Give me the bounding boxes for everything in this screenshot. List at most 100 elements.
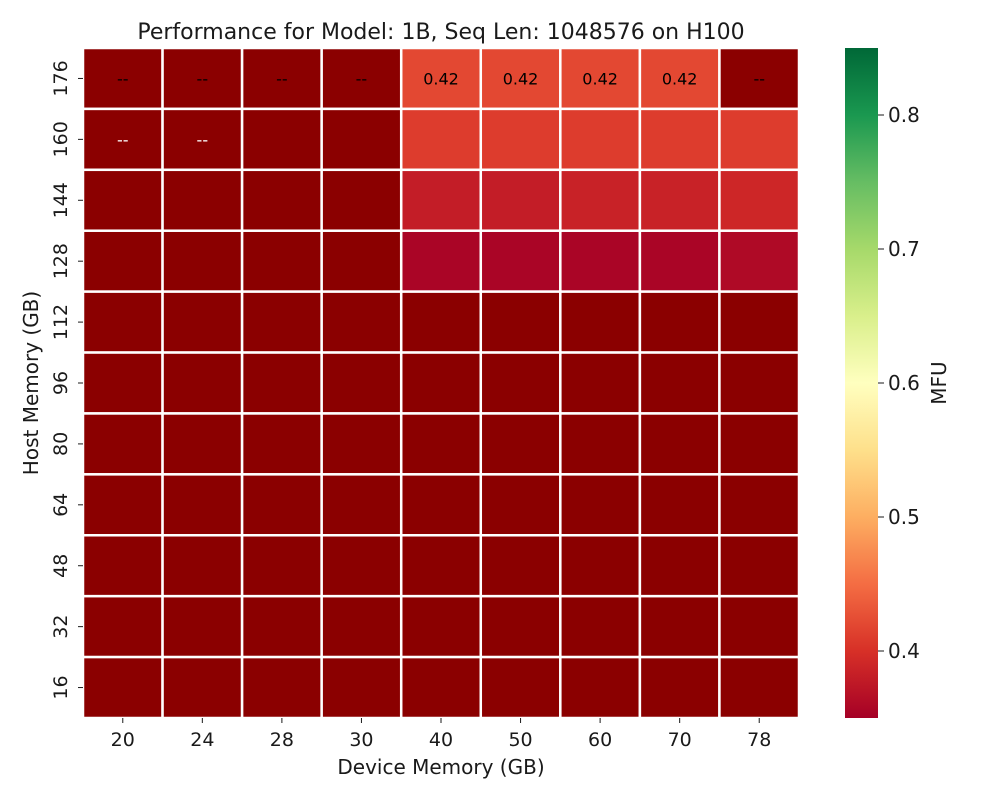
- y-tick-label: 176: [50, 60, 72, 96]
- heatmap-cell: [399, 594, 483, 659]
- heatmap-cell: [161, 290, 244, 354]
- x-axis-ticks: 20 24 28 30 40 50 60 70 78: [111, 718, 771, 751]
- heatmap-cell: [399, 534, 483, 598]
- colorbar-tick-label: 0.4: [888, 639, 920, 663]
- heatmap-cell: [718, 290, 801, 354]
- heatmap-cell: [320, 290, 403, 354]
- heatmap-cell: [320, 473, 403, 537]
- heatmap-cell: [718, 412, 801, 476]
- heatmap-cell: [638, 107, 721, 172]
- colorbar-tick-label: 0.5: [888, 505, 920, 529]
- heatmap-cell: [81, 534, 164, 598]
- heatmap-cell: [320, 107, 403, 172]
- heatmap-cell: [718, 534, 801, 598]
- heatmap-cell: [479, 168, 562, 232]
- heatmap-cell: [161, 229, 244, 293]
- heatmap-cell: [240, 229, 323, 293]
- heatmap-cell: [399, 290, 483, 354]
- heatmap-cell: [240, 473, 323, 537]
- x-tick-label: 70: [668, 729, 692, 751]
- heatmap-cell: [718, 229, 801, 293]
- heatmap-cell: [479, 290, 562, 354]
- cell-value-label: --: [276, 69, 288, 88]
- heatmap-cell: [718, 351, 801, 415]
- heatmap-cell: [399, 229, 483, 293]
- heatmap-cell-labels: -- -- -- -- 0.42 0.42 0.42 0.42 -- -- --: [117, 69, 765, 149]
- y-axis-label: Host Memory (GB): [19, 291, 43, 475]
- x-tick-label: 20: [111, 729, 135, 751]
- heatmap-cell: [399, 351, 483, 415]
- x-tick-label: 28: [270, 729, 294, 751]
- heatmap-cell: [479, 473, 562, 537]
- heatmap-cell: [320, 168, 403, 232]
- heatmap-cell: [479, 107, 562, 172]
- heatmap-cell: [479, 351, 562, 415]
- cell-value-label: --: [356, 69, 368, 88]
- heatmap-cell: [559, 534, 642, 598]
- x-tick-label: 50: [508, 729, 532, 751]
- colorbar-tick-label: 0.8: [888, 103, 920, 127]
- heatmap-cell: [161, 534, 244, 598]
- cell-value-label: --: [197, 130, 209, 149]
- heatmap-cell: [559, 351, 642, 415]
- x-tick-label: 78: [747, 729, 771, 751]
- heatmap-cell: [240, 534, 323, 598]
- x-tick-label: 60: [588, 729, 612, 751]
- cell-value-label: --: [117, 130, 129, 149]
- cell-value-label: --: [117, 69, 129, 88]
- heatmap-cell: [240, 107, 323, 172]
- heatmap-cell: [479, 229, 562, 293]
- cell-value-label: --: [197, 69, 209, 88]
- heatmap-cell: [320, 229, 403, 293]
- heatmap-cell: [638, 290, 721, 354]
- x-tick-label: 30: [349, 729, 373, 751]
- heatmap-cell: [81, 655, 164, 720]
- heatmap-cell: [479, 46, 562, 111]
- heatmap-cell: [240, 168, 323, 232]
- heatmap-cell: [559, 655, 642, 720]
- heatmap-cell: [240, 290, 323, 354]
- heatmap-cell: [81, 229, 164, 293]
- heatmap-cell: [718, 168, 801, 232]
- x-tick-label: 40: [429, 729, 453, 751]
- heatmap-cell: [479, 412, 562, 476]
- heatmap-cell: [240, 594, 323, 659]
- heatmap-cell: [161, 412, 244, 476]
- heatmap-cell: [559, 107, 642, 172]
- chart-title: Performance for Model: 1B, Seq Len: 1048…: [137, 20, 744, 45]
- heatmap-cell: [718, 594, 801, 659]
- heatmap-cell: [559, 412, 642, 476]
- heatmap-cell: [81, 290, 164, 354]
- heatmap-cell: [638, 351, 721, 415]
- heatmap-cell: [638, 46, 721, 111]
- heatmap-cell: [161, 594, 244, 659]
- heatmap-cell: [718, 473, 801, 537]
- heatmap-cell: [479, 655, 562, 720]
- heatmap-cell: [320, 534, 403, 598]
- colorbar: [845, 48, 878, 718]
- y-tick-label: 64: [50, 493, 72, 517]
- heatmap-cell: [320, 594, 403, 659]
- heatmap-cell: [81, 594, 164, 659]
- heatmap-cell: [479, 534, 562, 598]
- heatmap-cell: [559, 594, 642, 659]
- x-tick-label: 24: [190, 729, 214, 751]
- cell-value-label: 0.42: [503, 69, 539, 88]
- heatmap-cell: [559, 168, 642, 232]
- y-tick-label: 32: [50, 615, 72, 639]
- heatmap-cell: [161, 168, 244, 232]
- heatmap-cell: [161, 473, 244, 537]
- heatmap-cell: [559, 473, 642, 537]
- heatmap-cell: [399, 655, 483, 720]
- heatmap-cell: [240, 351, 323, 415]
- heatmap-cell: [399, 107, 483, 172]
- heatmap-cell: [399, 168, 483, 232]
- colorbar-tick-label: 0.7: [888, 237, 920, 261]
- y-tick-label: 112: [50, 304, 72, 340]
- heatmap-cell: [240, 655, 323, 720]
- heatmap-cell: [81, 412, 164, 476]
- heatmap-cell: [638, 534, 721, 598]
- heatmap-cell: [718, 655, 801, 720]
- heatmap-cell: [81, 351, 164, 415]
